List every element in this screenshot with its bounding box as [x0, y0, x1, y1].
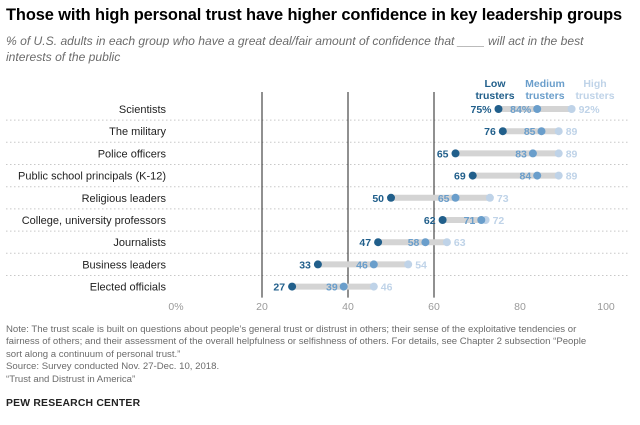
x-tick-label: 20	[256, 301, 268, 313]
value-label-high: 54	[415, 259, 427, 271]
value-label-high: 63	[454, 237, 466, 249]
dot-medium	[421, 238, 430, 247]
value-label-low: 69	[454, 171, 466, 183]
note-line: fairness of others; and their assessment…	[6, 336, 587, 348]
value-label-high: 89	[566, 126, 578, 138]
value-label-medium: 83	[515, 148, 527, 160]
category-label: Scientists	[119, 104, 167, 116]
category-label: Public school principals (K-12)	[18, 171, 166, 183]
dot-medium	[339, 282, 348, 291]
legend-high-trusters: High trusters	[565, 78, 625, 102]
value-label-medium: 39	[326, 282, 338, 294]
value-label-medium: 71	[464, 215, 476, 227]
dot-low	[451, 149, 460, 158]
dot-medium	[533, 105, 542, 113]
source-line: Source: Survey conducted Nov. 27-Dec. 10…	[6, 361, 220, 373]
legend-high-line1: High	[583, 78, 607, 90]
value-label-low: 27	[273, 282, 285, 294]
dot-high	[554, 149, 563, 158]
dot-plot-chart: 0% 20 40 60 80 100 Scientists 75% 84% 92% The mili…	[6, 92, 630, 313]
dot-low	[288, 282, 297, 291]
dot-low	[387, 193, 395, 202]
value-label-high: 72	[493, 215, 505, 227]
dot-high	[554, 171, 563, 180]
dot-low	[374, 238, 383, 247]
dot-high	[554, 127, 563, 136]
value-label-low: 65	[437, 148, 449, 160]
category-label: College, university professors	[22, 215, 167, 227]
x-tick-label: 0%	[168, 301, 183, 313]
note-line: Note: The trust scale is built on questi…	[6, 324, 577, 335]
value-label-low: 76	[484, 126, 496, 138]
value-label-high: 89	[566, 148, 578, 160]
value-label-medium: 58	[408, 237, 420, 249]
report-title-line: “Trust and Distrust in America”	[6, 373, 136, 385]
dot-low	[313, 260, 322, 269]
value-label-high: 89	[566, 171, 578, 183]
value-label-medium: 46	[356, 259, 368, 271]
value-label-medium: 65	[438, 193, 450, 205]
category-label: Business leaders	[82, 259, 166, 271]
legend-high-line2: trusters	[575, 90, 615, 102]
x-tick-label: 40	[342, 301, 354, 313]
pew-research-center-logo-text: PEW RESEARCH CENTER	[6, 398, 141, 409]
dot-medium	[537, 127, 546, 136]
dot-medium	[369, 260, 378, 269]
value-label-low: 50	[372, 193, 384, 205]
value-label-low: 47	[359, 237, 371, 249]
value-label-low: 33	[299, 259, 311, 271]
chart-note: Note: The trust scale is built on questi…	[6, 324, 634, 386]
dot-high	[567, 105, 576, 113]
dot-medium	[477, 216, 486, 224]
chart-title: Those with high personal trust have high…	[6, 6, 623, 24]
dot-low	[468, 171, 477, 180]
value-label-high: 46	[381, 282, 393, 294]
dot-medium	[528, 149, 537, 158]
chart-subtitle: % of U.S. adults in each group who have …	[6, 34, 584, 64]
value-label-medium: 85	[524, 126, 536, 138]
category-label: The military	[109, 126, 166, 138]
dot-low	[494, 105, 503, 113]
value-label-medium: 84%	[510, 104, 532, 116]
note-line: sort along a continuum of personal trust…	[6, 348, 181, 360]
value-label-medium: 84	[520, 171, 532, 183]
dot-low	[498, 127, 507, 136]
value-label-low: 75%	[470, 104, 492, 116]
dot-high	[404, 260, 413, 269]
category-label: Religious leaders	[82, 193, 167, 205]
legend-low-trusters: Low trusters	[465, 78, 525, 102]
legend-low-line1: Low	[484, 78, 506, 90]
dot-low	[438, 216, 447, 224]
dot-high	[442, 238, 451, 247]
value-label-low: 62	[424, 215, 436, 227]
legend-medium-line2: trusters	[525, 90, 565, 102]
dot-high	[369, 282, 378, 291]
legend-low-line2: trusters	[475, 90, 515, 102]
value-label-high: 92%	[579, 104, 601, 116]
x-tick-label: 60	[428, 301, 440, 313]
dot-high	[485, 193, 494, 202]
category-label: Police officers	[98, 148, 167, 160]
legend-medium-line1: Medium	[525, 78, 565, 90]
dot-medium	[533, 171, 542, 180]
dot-medium	[451, 193, 460, 202]
x-tick-label: 80	[514, 301, 526, 313]
legend-medium-trusters: Medium trusters	[515, 78, 575, 102]
x-tick-label: 100	[597, 301, 615, 313]
value-label-high: 73	[497, 193, 509, 205]
category-label: Elected officials	[90, 282, 167, 294]
category-label: Journalists	[113, 237, 166, 249]
